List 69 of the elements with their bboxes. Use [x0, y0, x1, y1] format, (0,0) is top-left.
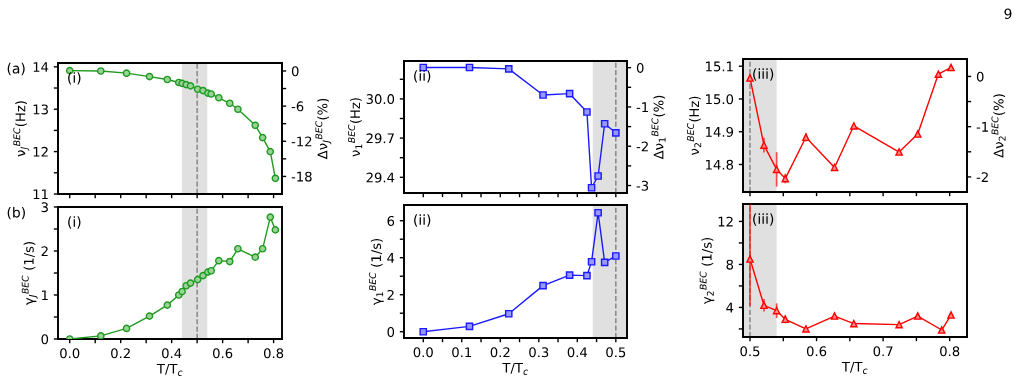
y-tick-label: 14	[33, 62, 49, 72]
y2-axis-title: Δν$_{J}$$^{BEC}$(%)	[315, 98, 332, 160]
y-tick-label: 14.8	[706, 159, 734, 170]
x-tick-label: 0.4	[162, 348, 182, 359]
y-tick-label: 15.0	[706, 94, 734, 105]
y-tick-label: 6	[387, 215, 395, 226]
y-axis-title: ν$_{2}$$^{BEC}$(Hz)	[687, 96, 702, 156]
y-tick-label: 3	[41, 202, 48, 213]
y-tick-label: 13	[33, 104, 48, 115]
y2-tick-label: -3	[636, 180, 649, 191]
x-tick-label: 0.7	[873, 346, 893, 357]
y2-tick-label: -1	[636, 102, 648, 112]
x-tick-label: 0.2	[490, 347, 510, 358]
y-tick-label: 12	[718, 216, 733, 227]
annotation: (ii)	[414, 70, 431, 83]
x-axis-title: T/T$_{c}$	[841, 361, 868, 374]
y2-tick-label: 0	[291, 66, 299, 77]
y-tick-label: 4	[726, 302, 734, 313]
y-tick-label: 30.0	[366, 94, 395, 105]
y2-axis-title: Δν$_{1}$$^{BEC}$(%)	[651, 95, 666, 160]
x-tick-label: 0.6	[213, 348, 233, 359]
text: (b)	[7, 206, 25, 220]
text: 9	[1004, 8, 1012, 20]
y-tick-label: 15.1	[706, 61, 733, 72]
y-tick-label: 12	[33, 146, 48, 157]
y-axis-title: γ$_{1}$$^{BEC}$ (1/s)	[369, 238, 384, 306]
text: (a)	[7, 62, 25, 76]
y-tick-label: 29.4	[366, 172, 395, 183]
y-tick-label: 2	[387, 289, 394, 300]
y-axis-title: ν$_{J}$$^{BEC}$(Hz)	[13, 101, 30, 157]
x-axis-title: T/T$_{c}$	[156, 363, 183, 376]
y-tick-label: 14.9	[706, 126, 734, 137]
annotation: (iii)	[753, 213, 774, 226]
x-tick-label: 0.2	[111, 348, 130, 359]
x-tick-label: 0.8	[263, 348, 284, 359]
x-tick-label: 0.8	[940, 346, 960, 357]
y-tick-label: 1	[42, 290, 48, 301]
y2-tick-label: -6	[291, 101, 304, 112]
y-axis-title: γ$_{J}$$^{BEC}$ (1/s)	[21, 242, 38, 305]
y-tick-label: 4	[387, 253, 395, 263]
y2-tick-label: 0	[636, 62, 644, 73]
x-tick-label: 0.6	[806, 346, 827, 357]
annotation: (ii)	[414, 214, 431, 227]
x-tick-label: 0.0	[60, 348, 80, 359]
x-tick-label: 0.3	[529, 347, 549, 358]
y2-tick-label: -1	[976, 122, 988, 132]
x-axis-title: T/T$_{c}$	[502, 362, 529, 375]
x-tick-label: 0.1	[452, 347, 472, 358]
y-tick-label: 2	[41, 246, 48, 257]
annotation: (i)	[68, 216, 81, 229]
y-tick-label: 29.7	[366, 133, 394, 144]
y2-tick-label: -18	[291, 171, 312, 182]
x-tick-label: 0.0	[413, 347, 433, 358]
y-tick-label: 11	[33, 189, 48, 200]
y-tick-label: 0	[387, 326, 395, 337]
y-tick-label: 8	[726, 259, 734, 270]
y2-tick-label: -12	[291, 136, 312, 147]
x-tick-label: 0.5	[606, 347, 626, 358]
annotation: (iii)	[753, 68, 774, 81]
y2-tick-label: -2	[976, 172, 988, 182]
y2-axis-title: Δν$_{2}$$^{BEC}$(%)	[991, 94, 1006, 158]
x-tick-label: 0.4	[567, 347, 588, 358]
y-tick-label: 0	[41, 334, 49, 345]
y2-tick-label: -2	[636, 141, 648, 152]
y-axis-title: ν$_{1}$$^{BEC}$(Hz)	[348, 98, 363, 157]
x-tick-label: 0.5	[740, 346, 760, 357]
y2-tick-label: 0	[976, 71, 984, 82]
y-axis-title: γ$_{2}$$^{BEC}$ (1/s)	[699, 237, 715, 305]
annotation: (i)	[68, 72, 81, 85]
